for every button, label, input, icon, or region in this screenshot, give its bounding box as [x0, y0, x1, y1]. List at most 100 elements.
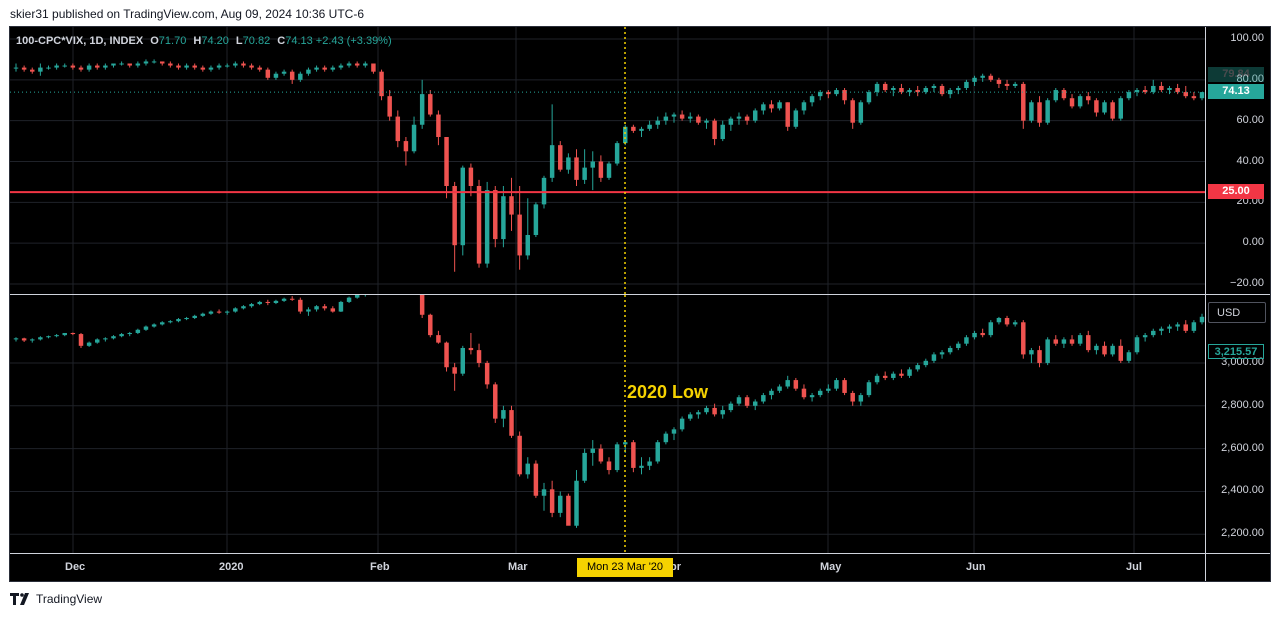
candle — [525, 198, 531, 260]
footer-branding[interactable]: TradingView — [10, 592, 102, 606]
candle-body — [817, 390, 823, 396]
candle-body — [866, 92, 872, 103]
candle-body — [517, 214, 522, 256]
candle — [1110, 100, 1115, 121]
candle — [1142, 332, 1148, 342]
top-pane[interactable] — [10, 27, 1205, 294]
candle — [265, 67, 271, 80]
candle-body — [623, 126, 628, 144]
legend-low-label: L — [235, 35, 243, 47]
hline-price-tag: 25.00 — [1208, 184, 1264, 199]
candle — [387, 90, 392, 121]
candle-body — [78, 67, 84, 70]
candle — [915, 362, 920, 372]
candle — [273, 299, 279, 305]
candle — [379, 69, 384, 101]
candle — [241, 305, 246, 310]
candle-body — [1183, 92, 1188, 97]
candle — [314, 65, 319, 72]
candle — [663, 431, 669, 445]
candle-body — [224, 65, 230, 67]
candle-body — [696, 116, 701, 123]
candle-body — [558, 145, 563, 170]
candle — [639, 457, 644, 475]
series-legend[interactable]: 100-CPC*VIX, 1D, INDEX O71.70 H74.20 L70… — [16, 35, 392, 47]
candle-body — [785, 102, 790, 127]
candle — [1142, 85, 1148, 95]
candle-body — [1118, 345, 1124, 361]
candle-body — [46, 336, 51, 338]
candle-body — [46, 67, 51, 69]
candle — [509, 177, 514, 231]
candle — [1159, 81, 1164, 93]
candle-body — [720, 410, 725, 415]
candle — [793, 377, 799, 391]
candle-body — [631, 126, 636, 131]
candle — [671, 427, 677, 441]
annotation-2020-low[interactable]: 2020 Low — [627, 382, 709, 402]
chart-container[interactable]: 100-CPC*VIX, 1D, INDEX O71.70 H74.20 L70… — [9, 26, 1271, 582]
candle — [200, 312, 206, 317]
x-tick-label: Feb — [370, 561, 390, 573]
candle-body — [923, 360, 929, 366]
candle — [720, 120, 725, 142]
candle — [687, 112, 693, 123]
candle — [330, 65, 336, 72]
candle-body — [13, 338, 19, 340]
candle-body — [460, 347, 466, 374]
candle-body — [842, 380, 847, 393]
candle-body — [192, 65, 197, 68]
candle — [899, 83, 904, 95]
candle-body — [777, 386, 782, 391]
candle-body — [200, 313, 206, 316]
candle — [298, 71, 303, 82]
candle-body — [566, 157, 571, 170]
candle — [501, 186, 506, 248]
candle — [289, 296, 295, 301]
prev-close-tag: 79.84 — [1208, 67, 1264, 82]
candle-body — [460, 167, 466, 246]
candle-body — [1061, 90, 1067, 99]
candle-body — [1134, 90, 1140, 93]
candle — [314, 305, 319, 312]
candle — [1086, 92, 1091, 105]
candle-body — [1191, 96, 1197, 99]
candle-body — [1037, 350, 1042, 363]
candle-body — [159, 61, 165, 64]
x-tick-label: 2020 — [219, 561, 244, 573]
candle-body — [330, 67, 336, 70]
candle — [249, 303, 254, 308]
candle-body — [436, 335, 441, 343]
candle-body — [785, 380, 790, 387]
candle-body — [86, 342, 92, 346]
candle — [452, 181, 457, 272]
currency-button[interactable]: USD — [1208, 302, 1266, 323]
candle — [931, 83, 937, 93]
candle-body — [1004, 317, 1010, 325]
candle-body — [143, 61, 149, 64]
candle-body — [21, 67, 27, 70]
bottom-pane[interactable] — [10, 295, 1205, 553]
candle — [103, 337, 108, 342]
candle-body — [476, 350, 482, 363]
candle-body — [549, 145, 555, 178]
candle — [476, 179, 482, 268]
candle-body — [663, 116, 669, 121]
candle — [590, 440, 595, 466]
candle-body — [809, 96, 815, 103]
candle-body — [379, 71, 384, 97]
candle-body — [484, 190, 490, 264]
candle — [501, 405, 506, 428]
crosshair-date-label: Mon 23 Mar '20 — [577, 558, 673, 577]
candle — [1199, 92, 1205, 101]
candle-body — [330, 308, 336, 312]
candle-body — [70, 332, 76, 335]
candle-body — [38, 67, 43, 72]
candle-body — [1077, 96, 1083, 107]
candle — [143, 59, 149, 66]
candle — [111, 335, 116, 340]
candle — [817, 388, 823, 398]
pane-separator[interactable] — [10, 294, 1270, 295]
candle — [281, 297, 287, 302]
legend-high-label: H — [193, 35, 202, 47]
